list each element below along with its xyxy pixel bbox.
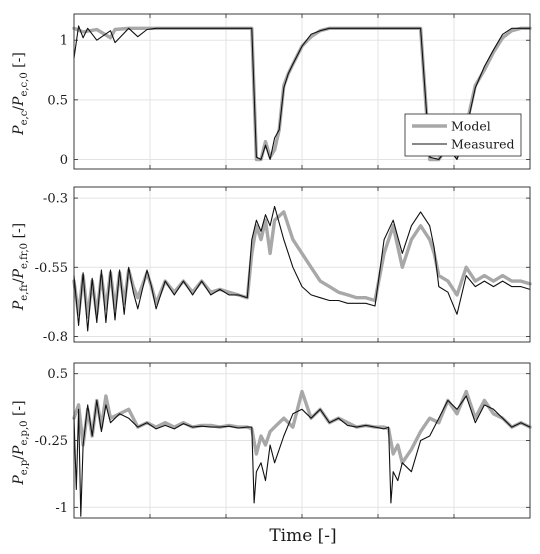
legend-box — [404, 113, 522, 157]
series-line-measured — [73, 205, 531, 332]
y-tick-label: -1 — [55, 501, 68, 516]
y-tick-label: -0.3 — [43, 192, 68, 207]
chart-panel-3: -1 -0.25 0.5 Pe,p/Pe,p,0 [-] — [11, 362, 532, 519]
chart-panel-1: 0 0.5 1 Pe,c/Pe,c,0 [-] Model Measured — [11, 13, 532, 170]
series-line-measured — [73, 395, 531, 517]
y-tick-label: -0.25 — [35, 434, 68, 449]
y-tick-label: -0.8 — [43, 330, 68, 345]
y-tick-label: -0.55 — [35, 261, 68, 276]
y-axis-label: Pe,c/Pe,c,0 [-] — [11, 52, 30, 136]
x-axis-label: Time [-] — [269, 526, 336, 546]
legend-label-model: Model — [451, 119, 491, 134]
y-tick-label: 1 — [60, 34, 68, 49]
y-tick-label: 0.5 — [47, 367, 68, 382]
legend: Model Measured — [404, 113, 522, 157]
y-tick-label: 0.5 — [47, 93, 68, 108]
y-axis-label: Pe,fr/Pe,fr,0 [-] — [11, 223, 30, 311]
series-line-model — [72, 389, 532, 465]
legend-label-measured: Measured — [451, 137, 515, 152]
y-tick-label: 0 — [60, 153, 68, 168]
chart-panel-2: -0.8 -0.55 -0.3 Pe,fr/Pe,fr,0 [-] — [11, 186, 532, 345]
y-axis-label: Pe,p/Pe,p,0 [-] — [11, 400, 30, 485]
